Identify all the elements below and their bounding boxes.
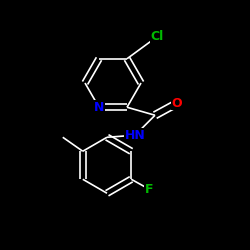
Text: Cl: Cl [150,30,164,43]
Text: N: N [94,101,104,114]
Text: F: F [145,183,154,196]
Text: HN: HN [124,129,146,142]
Text: O: O [172,97,182,110]
